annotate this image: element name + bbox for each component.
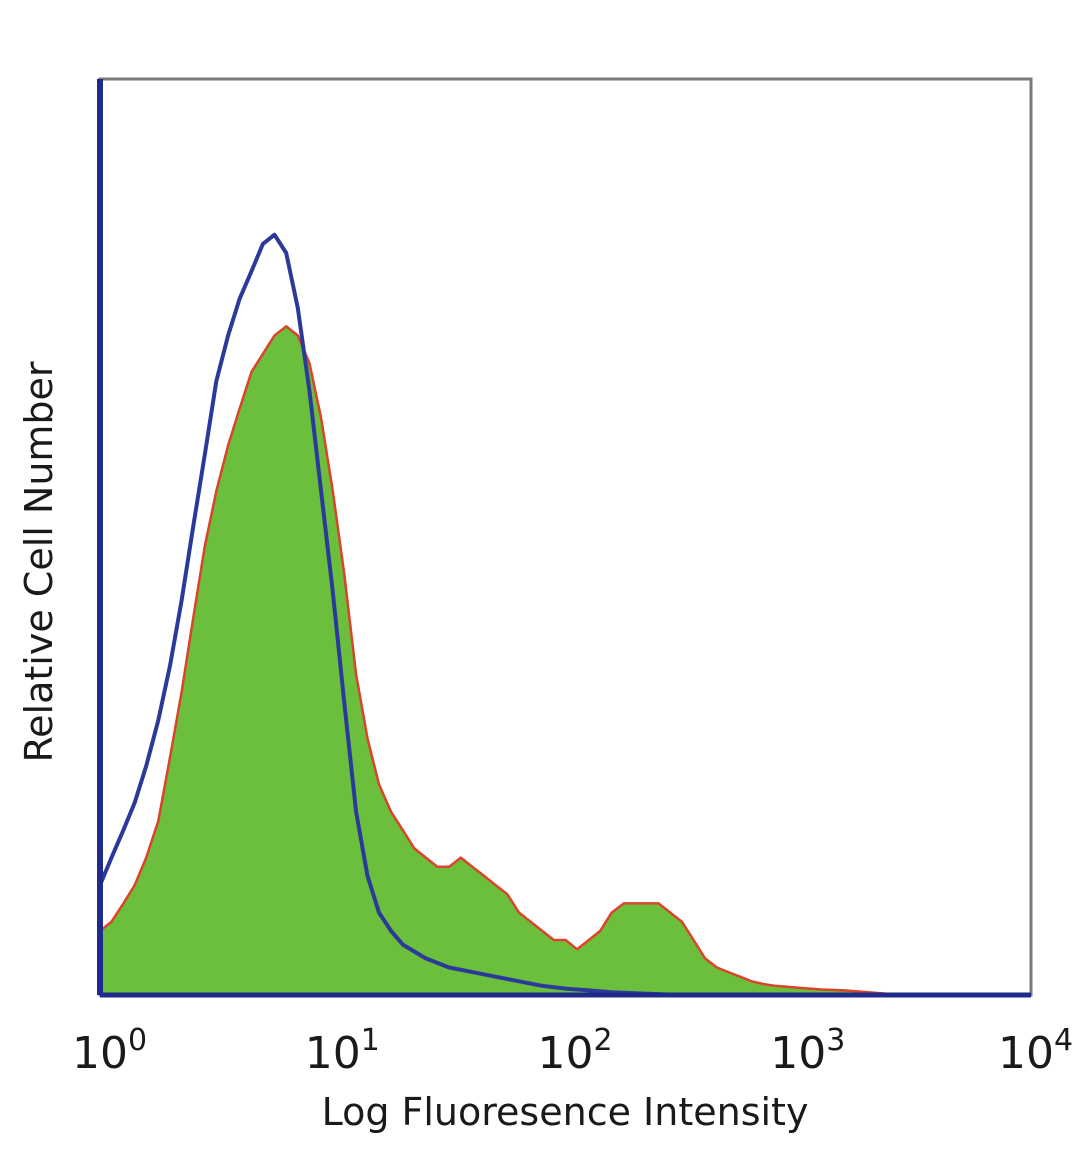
x-tick-label: 102	[538, 1023, 613, 1079]
series-layer	[98, 232, 891, 997]
series-1-line	[99, 325, 891, 996]
y-axis-title: Relative Cell Number	[17, 361, 61, 762]
series-2-line	[98, 232, 682, 997]
x-tick-labels: 100 101 102 103 104	[72, 1023, 1073, 1079]
x-axis-title: Log Fluoresence Intensity	[322, 1090, 809, 1134]
series-1-area	[100, 326, 891, 995]
x-tick-label: 104	[998, 1023, 1073, 1079]
x-tick-label: 100	[72, 1023, 147, 1079]
x-tick-label: 103	[770, 1023, 845, 1079]
x-tick-label: 101	[305, 1023, 380, 1079]
